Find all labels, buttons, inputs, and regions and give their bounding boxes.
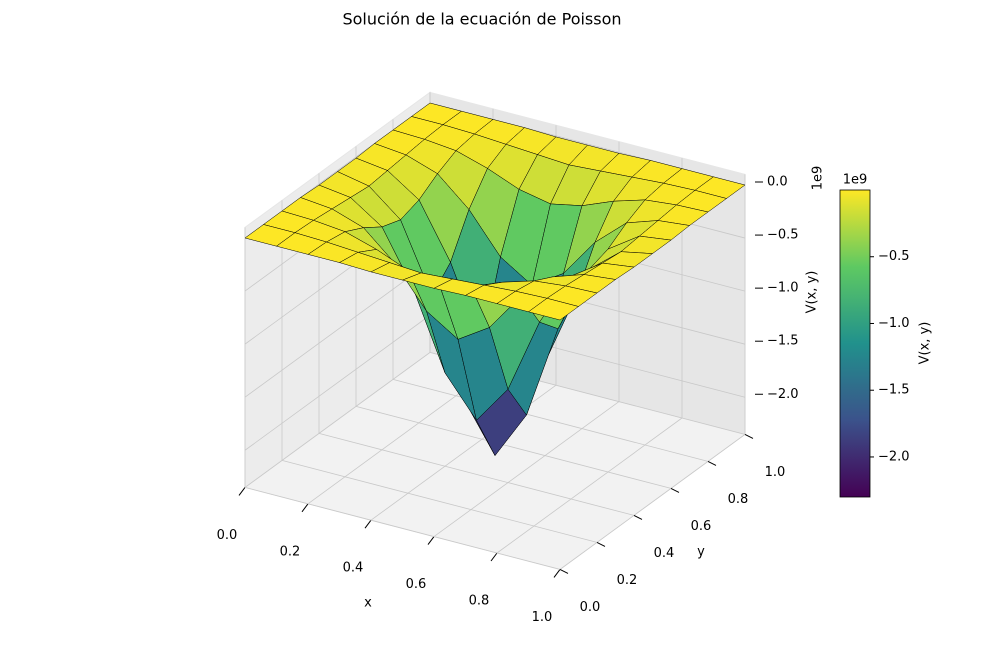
z-tick-label: −1.0 — [767, 281, 799, 296]
y-tick-label: 0.0 — [580, 600, 601, 615]
grid-line — [355, 406, 672, 489]
chart-title: Solución de la ecuación de Poisson — [342, 10, 621, 29]
y-tick-label: 0.8 — [728, 492, 749, 507]
y-tick-label: 1.0 — [765, 465, 786, 480]
grid-line — [392, 379, 709, 462]
grid-line — [559, 434, 746, 570]
tick-mark — [427, 536, 435, 545]
surface-patch — [528, 298, 579, 321]
z-tick-label: −2.0 — [767, 387, 799, 402]
tick-mark — [744, 433, 754, 439]
tick-mark — [364, 519, 372, 529]
y-axis-label: y — [697, 545, 705, 560]
z-axis-label: V(x, y) — [805, 271, 820, 314]
tick-mark — [301, 503, 309, 513]
x-tick-label: 1.0 — [532, 610, 553, 625]
colorbar-tick-label: −1.5 — [878, 383, 910, 398]
grid-line — [281, 460, 598, 543]
x-tick-label: 0.2 — [280, 544, 301, 559]
z-tick-label: −0.5 — [767, 228, 799, 243]
z-tick-label: −1.5 — [767, 334, 799, 349]
z-tick-label: 0.0 — [767, 175, 788, 190]
y-tick-label: 0.4 — [654, 546, 675, 561]
tick-mark — [559, 568, 569, 574]
tick-mark — [707, 460, 717, 466]
colorbar — [839, 189, 871, 498]
tick-mark — [633, 514, 643, 520]
colorbar-tick-label: −0.5 — [878, 249, 910, 264]
surface — [244, 102, 746, 456]
grid-line — [318, 433, 635, 516]
grid-line — [433, 401, 620, 537]
x-tick-label: 0.4 — [343, 561, 364, 576]
grid-line — [496, 417, 683, 554]
grid-line — [244, 352, 431, 488]
grid-line — [244, 487, 561, 570]
colorbar-offset-label: 1e9 — [843, 173, 868, 188]
x-tick-label: 0.6 — [406, 577, 427, 592]
y-tick-label: 0.2 — [617, 573, 638, 588]
z-offset-label: 1e9 — [811, 166, 826, 191]
grid-line — [244, 261, 431, 398]
tick-mark — [490, 552, 498, 562]
colorbar-label: V(x, y) — [918, 322, 933, 365]
tick-mark — [670, 487, 680, 493]
x-tick-label: 0.8 — [469, 594, 490, 609]
x-axis-label: x — [364, 596, 372, 611]
tick-mark — [553, 569, 561, 578]
annotations: Solución de la ecuación de Poisson x y V… — [342, 10, 932, 611]
tick-mark — [238, 487, 246, 496]
x-tick-label: 0.0 — [217, 528, 238, 543]
colorbar-tick-label: −2.0 — [878, 449, 910, 464]
y-tick-label: 0.6 — [691, 519, 712, 534]
grid-line — [244, 314, 431, 451]
colorbar-tick-label: −1.0 — [878, 316, 910, 331]
tick-mark — [596, 541, 606, 547]
